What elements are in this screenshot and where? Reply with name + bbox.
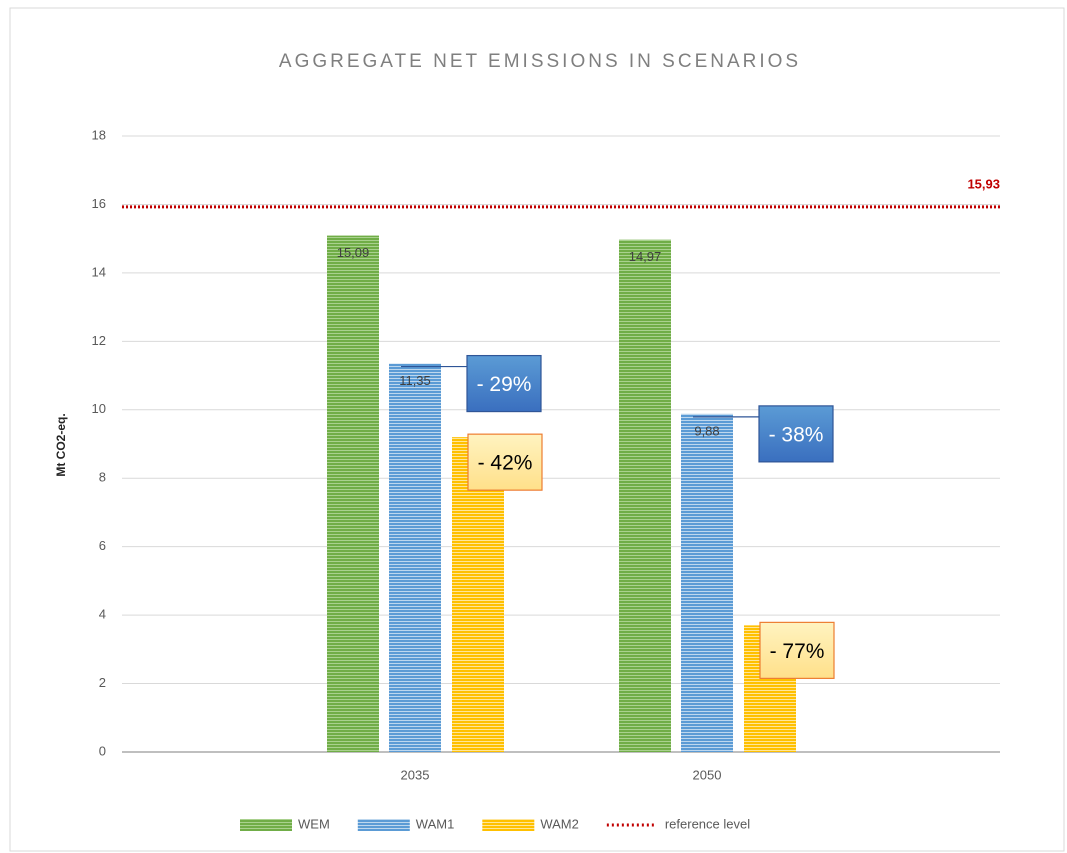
y-tick-label: 8 xyxy=(99,470,106,485)
legend-label: WAM1 xyxy=(416,816,455,831)
y-axis-label: Mt CO2-eq. xyxy=(54,413,68,476)
y-tick-label: 10 xyxy=(92,401,106,416)
y-tick-label: 16 xyxy=(92,196,106,211)
legend-swatch xyxy=(240,819,292,831)
callout-box xyxy=(467,433,543,491)
bar xyxy=(389,363,441,752)
value-label: 9,88 xyxy=(694,423,719,438)
y-tick-label: 12 xyxy=(92,333,106,348)
callout-text: - 29% xyxy=(477,373,532,396)
callout-box xyxy=(466,354,542,413)
chart-frame xyxy=(9,7,1065,852)
y-tick-label: 18 xyxy=(92,127,106,142)
reference-label: 15,93 xyxy=(967,176,1000,191)
y-tick-label: 4 xyxy=(99,607,106,622)
callout-box xyxy=(759,621,835,679)
x-tick-label: 2050 xyxy=(693,767,722,782)
bar xyxy=(327,235,379,752)
chart-title: AGGREGATE NET EMISSIONS IN SCENARIOS xyxy=(279,51,801,72)
y-tick-label: 2 xyxy=(99,675,106,690)
x-tick-label: 2035 xyxy=(401,767,430,782)
legend-label: reference level xyxy=(665,816,750,831)
value-label: 14,97 xyxy=(629,249,662,264)
bar xyxy=(619,239,671,752)
y-tick-label: 14 xyxy=(92,264,106,279)
y-tick-label: 0 xyxy=(99,743,106,758)
bar xyxy=(681,413,733,752)
callout-box xyxy=(758,405,834,463)
legend-label: WAM2 xyxy=(540,816,579,831)
callout-text: - 77% xyxy=(770,640,825,663)
legend-swatch xyxy=(357,819,410,831)
value-label: 11,35 xyxy=(399,373,431,388)
callout-text: - 42% xyxy=(478,452,533,475)
legend-label: WEM xyxy=(298,816,330,831)
callout-text: - 38% xyxy=(769,423,824,446)
legend-swatch xyxy=(482,819,535,831)
value-label: 15,09 xyxy=(337,245,370,260)
y-tick-label: 6 xyxy=(99,538,106,553)
